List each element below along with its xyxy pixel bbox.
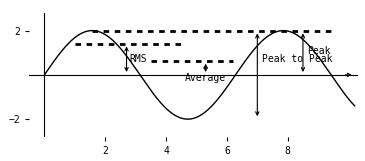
Text: Peak to Peak: Peak to Peak [262, 54, 333, 64]
Text: RMS: RMS [130, 54, 147, 64]
Text: Peak: Peak [307, 46, 331, 56]
Text: Average: Average [185, 73, 226, 83]
